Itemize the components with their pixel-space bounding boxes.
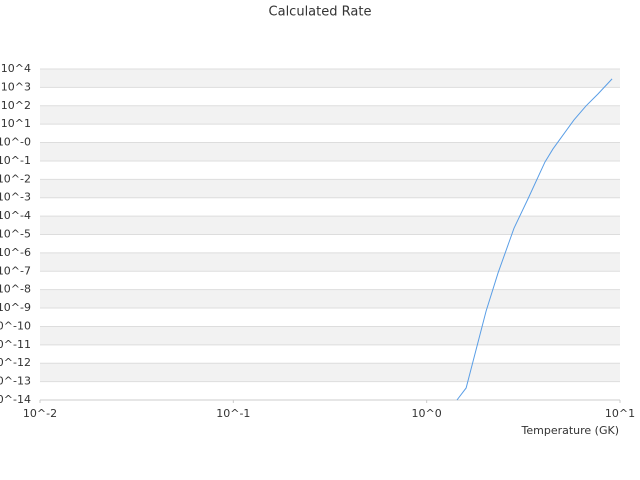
y-tick-label: 10^-5 [0,228,31,241]
x-tick-label: 10^-2 [23,407,57,420]
grid-band [40,308,620,327]
grid-band [40,216,620,235]
grid-band [40,271,620,290]
y-tick-label: 10^-9 [0,301,31,314]
grid-band [40,344,620,364]
y-tick-label: 10^-1 [0,154,31,167]
plot-background [40,69,620,400]
y-tick-label: 10^1 [1,117,31,130]
x-tick-label: 10^-1 [216,407,250,420]
x-tick-label: 10^0 [412,407,442,420]
y-tick-label: 10^-10 [0,319,31,332]
grid-band [40,252,620,272]
grid-band [40,160,620,180]
x-axis-label: Temperature (GK) [521,424,620,437]
chart-title: Calculated Rate [269,5,372,20]
grid-band [40,363,620,382]
grid-band [40,87,620,106]
y-tick-label: 10^-8 [0,283,31,296]
y-tick-label: 10^-14 [0,393,31,406]
grid-band [40,197,620,217]
y-tick-label: 10^-3 [0,191,31,204]
y-tick-label: 10^2 [1,99,31,112]
y-tick-label: 10^4 [1,62,31,75]
y-tick-label: 10^-12 [0,356,31,369]
y-tick-label: 10^-7 [0,264,31,277]
grid-band [40,124,620,143]
grid-band [40,69,620,88]
y-tick-label: 10^-4 [0,209,31,222]
y-tick-label: 10^-0 [0,136,31,149]
x-tick-label: 10^1 [605,407,635,420]
y-tick-label: 10^-6 [0,246,31,259]
grid-band [40,105,620,125]
y-tick-label: 10^-13 [0,375,31,388]
grid-band [40,381,620,400]
y-tick-label: 10^-2 [0,172,31,185]
data-line [456,78,613,401]
grid-band [40,234,620,253]
grid-band [40,179,620,198]
y-tick-label: 10^-11 [0,338,31,351]
grid-band [40,326,620,345]
grid-band [40,142,620,161]
y-tick-label: 10^3 [1,80,31,93]
grid-band [40,289,620,309]
